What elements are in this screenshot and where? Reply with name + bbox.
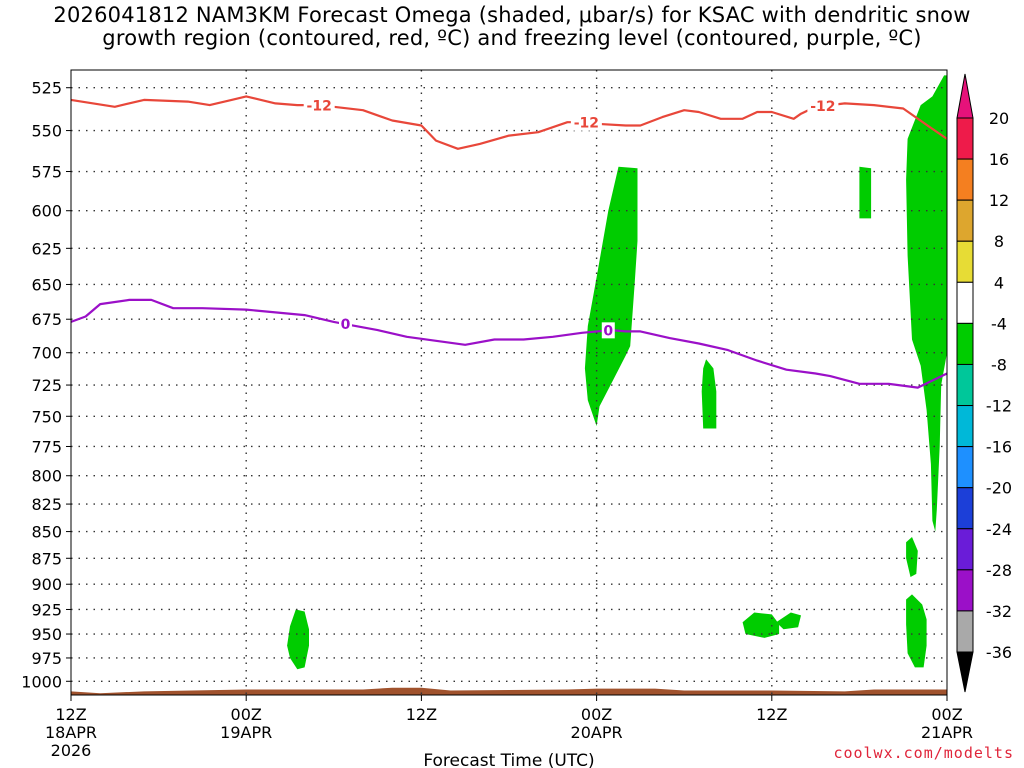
colorbar-bottom-triangle [956,651,974,693]
y-tick-label: 550 [31,122,62,141]
colorbar-label: 12 [989,191,1009,210]
colorbar-swatch [956,528,974,571]
contour-label: -12 [307,99,332,115]
y-tick-label: 925 [31,600,62,619]
contour-label: -12 [574,116,599,132]
omega-region [906,594,927,668]
colorbar-swatch [956,322,974,365]
colorbar-label: -32 [986,602,1012,621]
omega-region [287,609,309,670]
y-tick-label: 775 [31,437,62,456]
plot-frame [70,69,948,696]
colorbar-label: 16 [989,150,1009,169]
contour-label: 0 [603,323,613,339]
colorbar-label: -24 [986,520,1012,539]
y-tick-label: 875 [31,549,62,568]
y-tick-label: 825 [31,495,62,514]
y-tick-label: 575 [31,163,62,182]
x-tick-label: 12Z [756,705,787,724]
terrain-layer [71,687,947,695]
colorbar-label: -4 [991,314,1007,333]
watermark-text: coolwx.com/modelts [833,744,1014,762]
colorbar-label: -36 [986,643,1012,662]
colorbar-swatch [956,281,974,324]
x-tick-date: 20APR [571,723,623,742]
contour-lines-layer: -12 -12 -12 0 0 [70,95,948,389]
colorbar: 20 16 12 8 4 -4 -8 -12 -16 -20 -24 -28 -32 -36 [956,73,1012,693]
x-tick-label: 12Z [406,705,437,724]
omega-region [701,359,717,429]
colorbar-swatch [956,405,974,448]
colorbar-label: 8 [994,232,1004,251]
y-tick-label: 950 [31,625,62,644]
chart-title: 2026041812 NAM3KM Forecast Omega (shaded… [53,3,971,50]
y-tick-label: 625 [31,239,62,258]
y-tick-label: 750 [31,407,62,426]
colorbar-swatch [956,240,974,283]
colorbar-label: -20 [986,479,1012,498]
x-tick-label: 12Z [55,705,86,724]
colorbar-swatch [956,569,974,612]
y-tick-label: 850 [31,523,62,542]
colorbar-top-triangle [956,73,974,119]
contour-label: -12 [810,99,835,115]
colorbar-label: -28 [986,561,1012,580]
colorbar-label: -12 [986,397,1012,416]
grid-layer [71,70,947,695]
colorbar-swatch [956,199,974,242]
colorbar-label: -16 [986,438,1012,457]
x-tick-date: 21APR [921,723,973,742]
y-tick-label: 525 [31,79,62,98]
colorbar-swatch [956,117,974,160]
omega-region [906,537,918,577]
omega-region [776,612,801,630]
y-tick-label: 900 [31,575,62,594]
x-tick-date: 19APR [220,723,272,742]
x-tick-label: 00Z [931,705,962,724]
colorbar-swatch [956,487,974,530]
contour-label: 0 [341,317,351,333]
colorbar-swatch [956,363,974,407]
omega-shading-layer [287,75,947,670]
colorbar-swatch [956,446,974,489]
omega-region [584,166,638,427]
contour-label-bg [570,114,602,131]
colorbar-swatch [956,158,974,201]
x-axis-label: Forecast Time (UTC) [423,751,594,768]
colorbar-label: -8 [991,355,1007,374]
contour-label-bg [807,97,839,114]
y-tick-label: 975 [31,649,62,668]
y-tick-label: 725 [31,376,62,395]
axes-layer: 525 550 575 600 625 650 675 700 725 750 775 800 825 8… [21,69,973,760]
colorbar-label: 4 [994,273,1004,292]
contour-label-bg [601,322,615,339]
y-tick-label: 600 [31,202,62,221]
y-tick-label: 800 [31,467,62,486]
omega-region [742,612,780,638]
x-tick-label: 00Z [581,705,612,724]
freezing-level-line [70,298,948,389]
y-tick-label: 700 [31,344,62,363]
omega-region [906,75,947,532]
contour-label-bg [303,97,335,114]
x-tick-date: 18APR [45,723,97,742]
terrain-fill [71,687,947,695]
y-tick-label: 1000 [21,672,62,691]
y-tick-label: 650 [31,275,62,294]
contour-label-bg [338,316,352,333]
omega-region [859,166,872,219]
x-tick-year: 2026 [51,741,92,760]
x-tick-label: 00Z [231,705,262,724]
colorbar-label: 20 [989,109,1009,128]
colorbar-swatch [956,610,974,653]
y-tick-label: 675 [31,310,62,329]
